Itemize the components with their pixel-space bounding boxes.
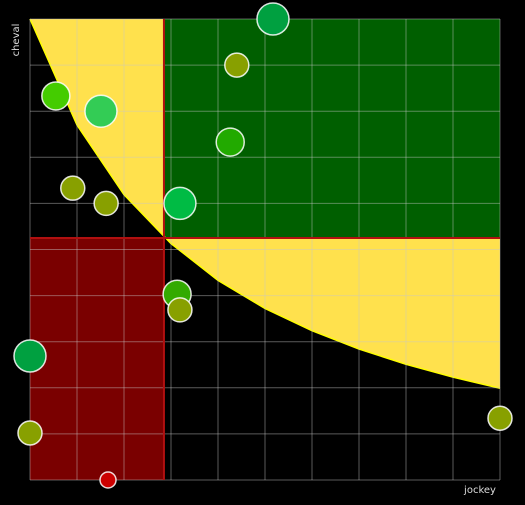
x-axis-label: jockey: [463, 485, 496, 496]
bubble: [84, 94, 118, 128]
region-top-right: [163, 19, 500, 238]
region-bottom-left: [30, 237, 164, 480]
bubble: [99, 471, 117, 489]
bubble: [163, 186, 197, 221]
bubble: [17, 420, 43, 446]
bubble: [256, 2, 290, 36]
bubble: [41, 81, 71, 111]
bubble: [487, 405, 513, 431]
bubble: [13, 339, 47, 373]
bubble: [93, 190, 119, 217]
bubble: [215, 127, 245, 157]
bubble: [60, 175, 86, 201]
boundary-curve: [29, 18, 501, 389]
bubble: [167, 297, 193, 323]
y-axis-label: cheval: [11, 24, 22, 57]
bubble: [224, 52, 250, 78]
